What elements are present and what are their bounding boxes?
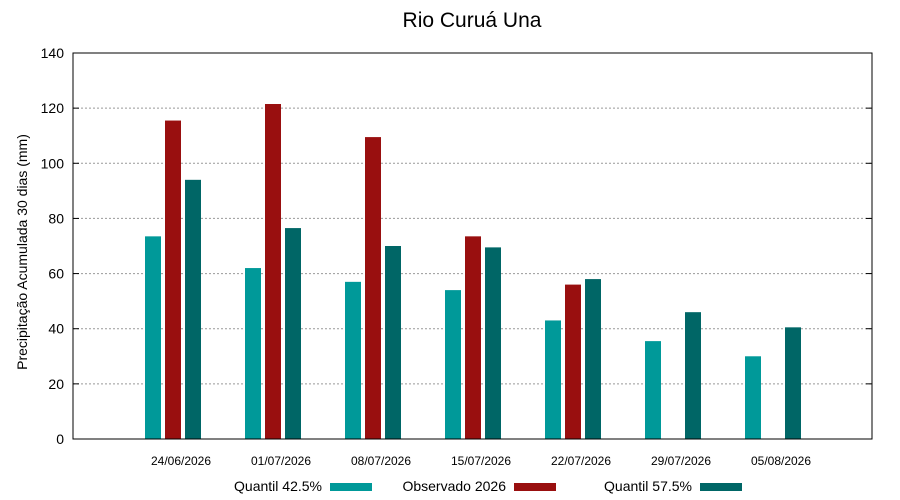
- x-tick-label: 15/07/2026: [451, 454, 511, 468]
- y-axis-ticks: 0 20 40 60 80 100 120 140: [41, 45, 872, 447]
- bar: [685, 312, 701, 439]
- bar: [545, 320, 561, 439]
- legend-swatch: [330, 483, 372, 491]
- y-axis-label: Precipitação Acumulada 30 dias (mm): [14, 134, 30, 370]
- legend-swatch: [700, 483, 742, 491]
- bar: [185, 179, 201, 440]
- bar: [745, 356, 761, 439]
- bar: [285, 228, 301, 439]
- legend-label: Quantil 42.5%: [234, 478, 322, 494]
- bar: [465, 236, 481, 439]
- bar: [365, 137, 381, 440]
- legend: Quantil 42.5% Observado 2026 Quantil 57.5%: [234, 478, 742, 494]
- y-tick-label: 40: [48, 321, 64, 337]
- bar: [145, 236, 161, 439]
- y-tick-label: 80: [48, 210, 64, 226]
- y-tick-label: 60: [48, 266, 64, 282]
- y-tick-label: 140: [41, 45, 65, 61]
- bars: [145, 104, 801, 440]
- x-tick-label: 01/07/2026: [251, 454, 311, 468]
- legend-label: Quantil 57.5%: [604, 478, 692, 494]
- bar: [645, 341, 661, 439]
- x-tick-label: 24/06/2026: [151, 454, 211, 468]
- legend-swatch: [514, 483, 556, 491]
- bar: [565, 284, 581, 439]
- y-tick-label: 0: [56, 431, 64, 447]
- bar: [245, 268, 261, 439]
- x-tick-label: 29/07/2026: [651, 454, 711, 468]
- x-tick-label: 05/08/2026: [751, 454, 811, 468]
- bar: [445, 290, 461, 439]
- chart-title: Rio Curuá Una: [403, 9, 542, 32]
- grid-lines: [73, 107, 872, 385]
- y-tick-label: 120: [41, 100, 65, 116]
- legend-label: Observado 2026: [402, 478, 506, 494]
- y-tick-label: 20: [48, 376, 64, 392]
- bar: [265, 104, 281, 439]
- bar: [485, 247, 501, 439]
- bar: [585, 279, 601, 439]
- bar: [785, 327, 801, 439]
- x-tick-label: 22/07/2026: [551, 454, 611, 468]
- bar: [165, 120, 181, 440]
- y-tick-label: 100: [41, 155, 65, 171]
- bar: [385, 246, 401, 439]
- plot-frame: [72, 52, 873, 440]
- x-axis-ticks: 24/06/2026 01/07/2026 08/07/2026 15/07/2026…: [151, 454, 811, 468]
- x-tick-label: 08/07/2026: [351, 454, 411, 468]
- bar: [345, 281, 361, 439]
